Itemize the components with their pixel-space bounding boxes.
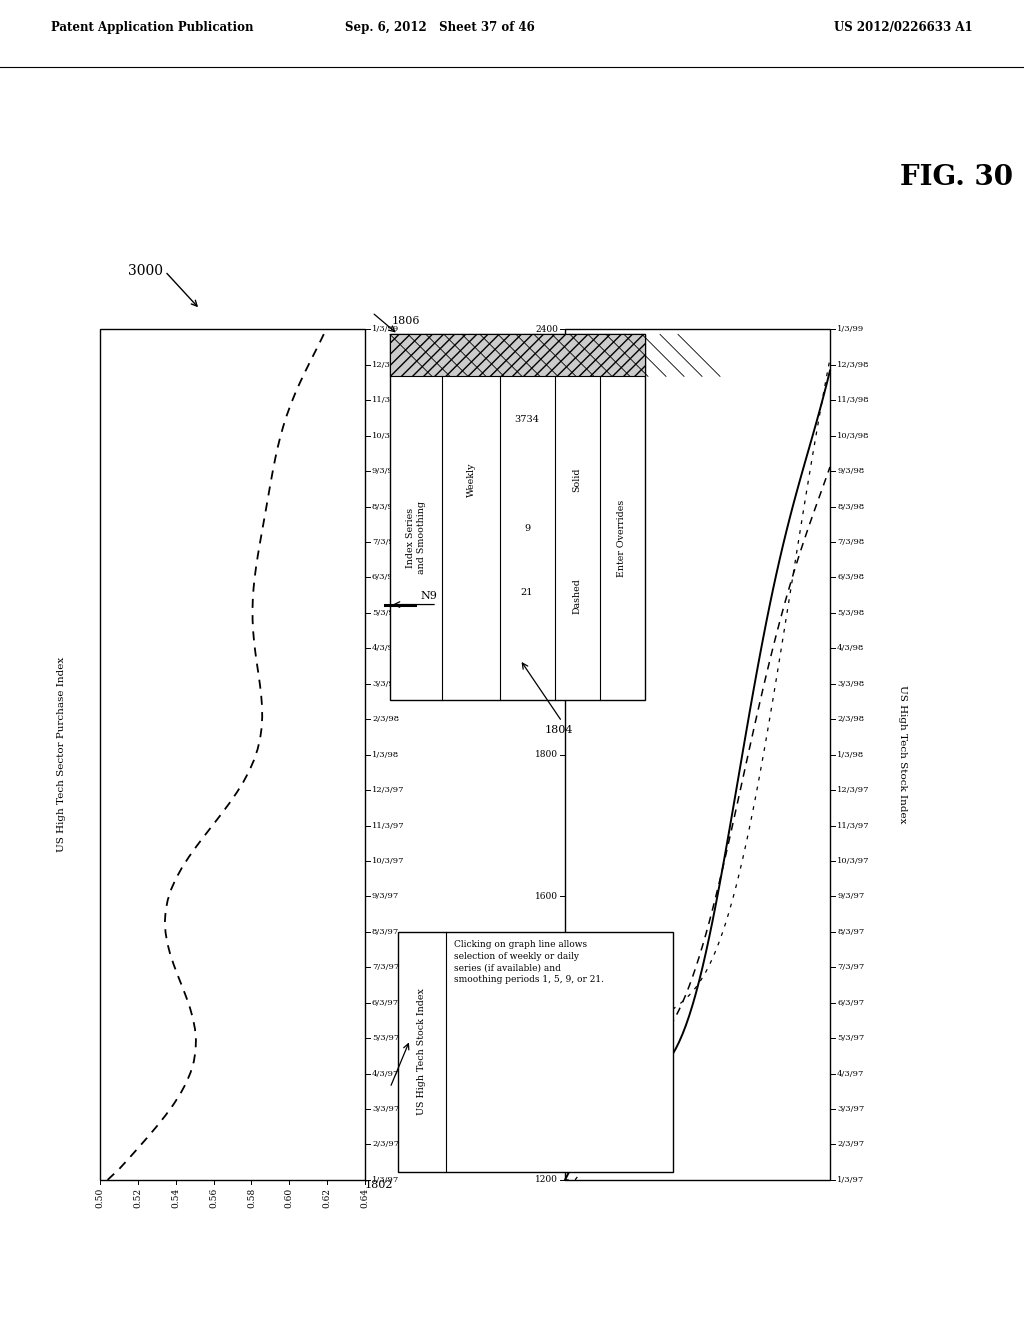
Text: 12/3/97: 12/3/97 <box>837 787 869 795</box>
Text: 0.64: 0.64 <box>360 1188 370 1208</box>
Text: 1/3/99: 1/3/99 <box>372 325 399 334</box>
Text: 1/3/98: 1/3/98 <box>372 751 399 759</box>
Text: 8/3/97: 8/3/97 <box>837 928 864 936</box>
Text: 1/3/97: 1/3/97 <box>372 1176 399 1184</box>
Text: 2000: 2000 <box>536 609 558 618</box>
Bar <box>398 932 673 1172</box>
Text: 2200: 2200 <box>536 466 558 475</box>
Text: 0.52: 0.52 <box>133 1188 142 1208</box>
Text: 0.56: 0.56 <box>209 1188 218 1208</box>
Text: N9: N9 <box>420 590 437 601</box>
Text: 4/3/98: 4/3/98 <box>372 644 399 652</box>
Text: 10/3/98: 10/3/98 <box>837 432 869 440</box>
Text: Solid: Solid <box>572 467 582 492</box>
Text: 3/3/97: 3/3/97 <box>837 1105 864 1113</box>
Text: 3/3/98: 3/3/98 <box>372 680 399 688</box>
Text: 9/3/97: 9/3/97 <box>372 892 399 900</box>
Text: 5/3/97: 5/3/97 <box>837 1034 864 1043</box>
Text: 2400: 2400 <box>536 325 558 334</box>
Text: 3734: 3734 <box>514 416 540 424</box>
Text: 2/3/97: 2/3/97 <box>837 1140 864 1148</box>
Text: 7/3/97: 7/3/97 <box>837 964 864 972</box>
Text: 7/3/98: 7/3/98 <box>372 539 399 546</box>
Text: 0.62: 0.62 <box>323 1188 332 1208</box>
Text: 9/3/97: 9/3/97 <box>837 892 864 900</box>
Text: 3/3/98: 3/3/98 <box>837 680 864 688</box>
Text: 1/3/98: 1/3/98 <box>837 751 864 759</box>
Text: 7/3/97: 7/3/97 <box>372 964 399 972</box>
Text: 6/3/97: 6/3/97 <box>837 999 864 1007</box>
Text: US High Tech Stock Index: US High Tech Stock Index <box>418 989 427 1115</box>
Text: 21: 21 <box>521 589 534 598</box>
Text: US 2012/0226633 A1: US 2012/0226633 A1 <box>835 21 973 34</box>
Text: Patent Application Publication: Patent Application Publication <box>51 21 254 34</box>
Text: 4/3/98: 4/3/98 <box>837 644 864 652</box>
Text: 2/3/97: 2/3/97 <box>372 1140 399 1148</box>
Text: 1800: 1800 <box>535 750 558 759</box>
Text: 10/3/98: 10/3/98 <box>372 432 404 440</box>
Text: 1600: 1600 <box>535 892 558 900</box>
Text: 1200: 1200 <box>536 1175 558 1184</box>
Text: Clicking on graph line allows
selection of weekly or daily
series (if available): Clicking on graph line allows selection … <box>454 940 604 985</box>
Bar <box>100 330 365 1180</box>
Text: 3000: 3000 <box>128 264 163 279</box>
Text: 5/3/98: 5/3/98 <box>837 609 864 616</box>
Text: Dashed: Dashed <box>572 578 582 614</box>
Text: 9: 9 <box>524 524 530 533</box>
Text: 2/3/98: 2/3/98 <box>372 715 399 723</box>
Text: 1804: 1804 <box>545 725 573 735</box>
Text: 1802: 1802 <box>365 1180 393 1189</box>
Text: 8/3/97: 8/3/97 <box>372 928 399 936</box>
Text: 10/3/97: 10/3/97 <box>372 857 404 865</box>
Text: US High Tech Sector Purchase Index: US High Tech Sector Purchase Index <box>57 657 67 853</box>
Text: 0.58: 0.58 <box>247 1188 256 1208</box>
Bar <box>565 330 830 1180</box>
Text: Sep. 6, 2012   Sheet 37 of 46: Sep. 6, 2012 Sheet 37 of 46 <box>345 21 536 34</box>
Text: Weekly: Weekly <box>467 462 475 498</box>
Text: 0.50: 0.50 <box>95 1188 104 1208</box>
Text: 12/3/98: 12/3/98 <box>837 360 869 368</box>
Text: 5/3/97: 5/3/97 <box>372 1034 399 1043</box>
Text: US High Tech Stock Index: US High Tech Stock Index <box>897 685 906 824</box>
Text: 12/3/97: 12/3/97 <box>372 787 404 795</box>
Text: Index Series
and Smoothing: Index Series and Smoothing <box>407 502 426 574</box>
Text: FIG. 30: FIG. 30 <box>900 164 1013 191</box>
Bar <box>390 334 645 376</box>
Text: 6/3/98: 6/3/98 <box>837 573 864 581</box>
Text: 0.54: 0.54 <box>171 1188 180 1208</box>
Text: 11/3/98: 11/3/98 <box>372 396 404 404</box>
Text: 6/3/98: 6/3/98 <box>372 573 399 581</box>
Text: 11/3/98: 11/3/98 <box>837 396 869 404</box>
Text: 8/3/98: 8/3/98 <box>372 503 399 511</box>
Text: 8/3/98: 8/3/98 <box>837 503 864 511</box>
Text: 1806: 1806 <box>392 317 421 326</box>
Text: 4/3/97: 4/3/97 <box>837 1069 864 1077</box>
Text: 1/3/97: 1/3/97 <box>837 1176 864 1184</box>
Text: 4/3/97: 4/3/97 <box>372 1069 399 1077</box>
Bar <box>390 334 645 700</box>
Text: 7/3/98: 7/3/98 <box>837 539 864 546</box>
Text: 9/3/98: 9/3/98 <box>837 467 864 475</box>
Text: Enter Overrides: Enter Overrides <box>617 499 627 577</box>
Text: 6/3/97: 6/3/97 <box>372 999 399 1007</box>
Text: 11/3/97: 11/3/97 <box>372 821 404 829</box>
Text: 12/3/98: 12/3/98 <box>372 360 404 368</box>
Text: 3/3/97: 3/3/97 <box>372 1105 399 1113</box>
Text: 2/3/98: 2/3/98 <box>837 715 864 723</box>
Text: 9/3/98: 9/3/98 <box>372 467 399 475</box>
Text: 1/3/99: 1/3/99 <box>837 325 864 334</box>
Text: 11/3/97: 11/3/97 <box>837 821 869 829</box>
Text: 5/3/98: 5/3/98 <box>372 609 399 616</box>
Text: 10/3/97: 10/3/97 <box>837 857 869 865</box>
Text: 0.60: 0.60 <box>285 1188 294 1208</box>
Text: 1400: 1400 <box>535 1034 558 1043</box>
